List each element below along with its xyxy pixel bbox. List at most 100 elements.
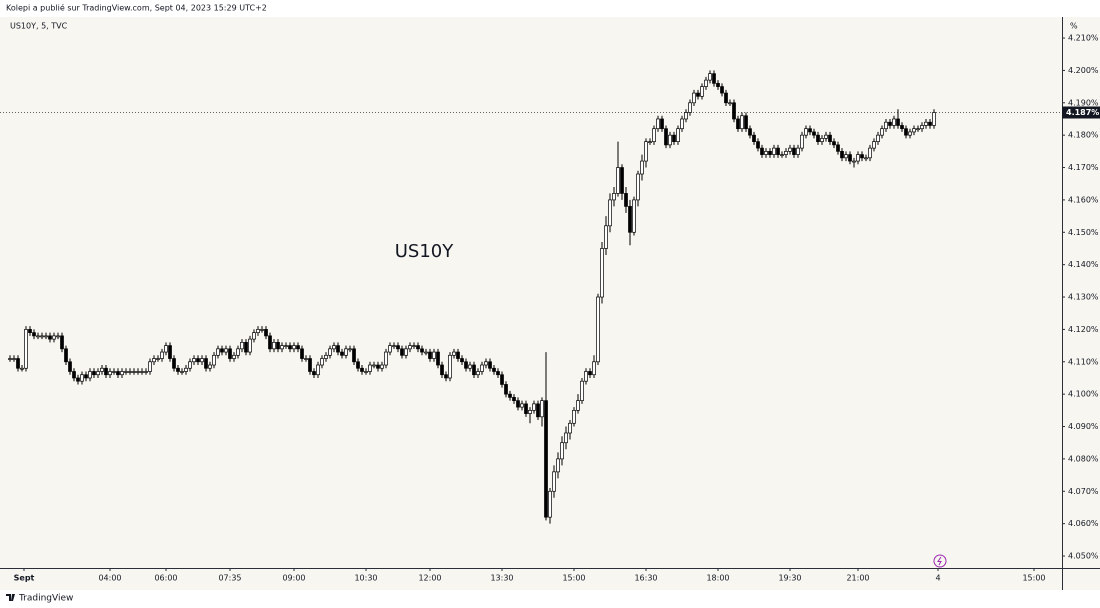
candle-body — [348, 348, 352, 351]
candle-body — [344, 348, 348, 356]
candle-body — [12, 358, 16, 360]
candle-body — [772, 147, 776, 155]
candle-body — [260, 329, 264, 331]
candle-body — [388, 345, 392, 353]
candle-body — [880, 128, 884, 136]
candle-body — [304, 358, 308, 360]
candle-body — [320, 358, 324, 366]
candle-body — [132, 371, 136, 373]
candle-body — [168, 345, 172, 359]
candle-body — [644, 141, 648, 162]
candle-body — [332, 345, 336, 350]
candle-body — [864, 157, 868, 160]
candle-body — [160, 351, 164, 359]
candle-body — [536, 403, 540, 418]
candle-body — [564, 432, 568, 444]
event-icon[interactable] — [933, 554, 947, 568]
candle-body — [360, 367, 364, 372]
candle-body — [732, 102, 736, 120]
candle-body — [464, 361, 468, 369]
x-tick-label: Sept — [14, 574, 35, 583]
candle-body — [620, 167, 624, 194]
candle-body — [216, 348, 220, 356]
candle-body — [244, 342, 248, 353]
candle-body — [840, 151, 844, 159]
candle-body — [116, 371, 120, 376]
x-tick-label: 16:30 — [634, 574, 657, 583]
candle-body — [308, 358, 312, 372]
price-label: 4.187% — [1066, 108, 1099, 117]
candle-body — [780, 154, 784, 156]
candle-body — [572, 409, 576, 424]
candle-body — [740, 115, 744, 130]
candle-body — [704, 79, 708, 87]
candle-body — [120, 371, 124, 376]
candle-body — [876, 134, 880, 142]
candle-body — [532, 403, 536, 411]
candle-body — [604, 225, 608, 249]
candle-body — [928, 121, 932, 126]
candle-body — [292, 345, 296, 350]
candle-body — [56, 335, 60, 338]
candle-body — [720, 86, 724, 94]
y-tick-label: 4.090% — [1068, 422, 1099, 431]
candle-body — [832, 141, 836, 146]
candle-body — [872, 141, 876, 149]
candle-body — [212, 354, 216, 366]
y-tick-label: 4.120% — [1068, 325, 1099, 334]
candle-body — [756, 141, 760, 149]
candle-body — [696, 92, 700, 97]
candle-body — [632, 199, 636, 233]
candle-body — [188, 361, 192, 369]
x-tick-label: 19:30 — [778, 574, 801, 583]
candle-body — [100, 367, 104, 372]
candle-body — [452, 351, 456, 356]
candle-body — [296, 345, 300, 350]
logo-mark — [6, 594, 15, 601]
candle-body — [492, 367, 496, 372]
candle-body — [516, 400, 520, 408]
candle-body — [652, 128, 656, 142]
candle-body — [744, 115, 748, 130]
candle-body — [924, 121, 928, 126]
candle-body — [736, 118, 740, 130]
candle-body — [808, 128, 812, 133]
candle-body — [752, 134, 756, 142]
candle-body — [792, 147, 796, 155]
candle-body — [108, 371, 112, 376]
candle-body — [208, 364, 212, 369]
y-tick-label: 4.070% — [1068, 487, 1099, 496]
candle-body — [600, 248, 604, 298]
candle-body — [816, 134, 820, 142]
candle-body — [460, 358, 464, 363]
candle-body — [548, 490, 552, 518]
candle-body — [104, 367, 108, 376]
candle-body — [240, 342, 244, 350]
candle-body — [200, 358, 204, 363]
candle-body — [524, 403, 528, 414]
candle-body — [48, 335, 52, 340]
candle-body — [400, 348, 404, 356]
x-tick-label: 12:00 — [418, 574, 441, 583]
candle-body — [716, 83, 720, 87]
y-tick-label: 4.160% — [1068, 195, 1099, 204]
candle-body — [588, 371, 592, 376]
x-tick-label: 15:00 — [1022, 574, 1045, 583]
candle-body — [860, 154, 864, 159]
candle-body — [580, 380, 584, 401]
footer: TradingView — [18, 594, 73, 604]
candle-body — [144, 371, 148, 373]
candle-body — [640, 160, 644, 175]
candle-body — [156, 358, 160, 360]
candle-body — [328, 348, 332, 356]
candle-body — [408, 345, 412, 350]
symbol-info: US10Y, 5, TVC — [10, 22, 68, 31]
candle-body — [236, 348, 240, 356]
candle-body — [324, 354, 328, 359]
unit-label: % — [1070, 22, 1078, 31]
candle-body — [676, 128, 680, 142]
candle-body — [268, 335, 272, 350]
candle-body — [152, 358, 156, 363]
candle-body — [528, 409, 532, 414]
